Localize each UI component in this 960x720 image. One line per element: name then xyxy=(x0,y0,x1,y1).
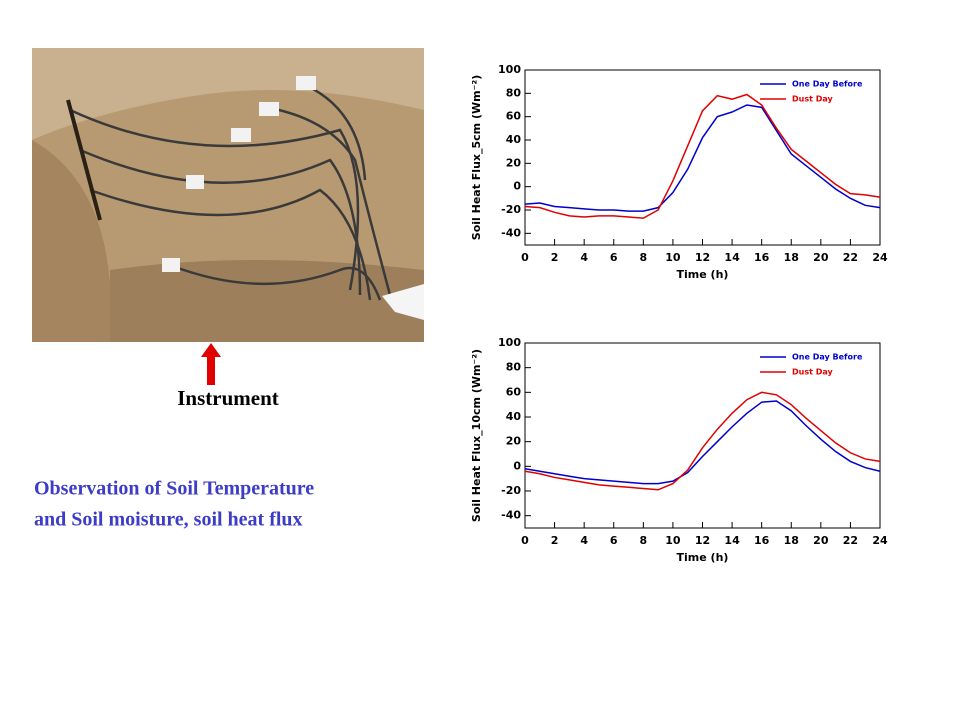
x-tick-label: 14 xyxy=(724,251,740,264)
y-tick-label: -20 xyxy=(501,203,521,216)
y-axis-label: Soil Heat Flux_10cm (Wm⁻²) xyxy=(470,349,483,522)
x-tick-label: 2 xyxy=(551,251,559,264)
legend-label: Dust Day xyxy=(792,368,834,377)
legend-label: Dust Day xyxy=(792,95,834,104)
arrow xyxy=(201,343,221,385)
y-axis-label: Soil Heat Flux_5cm (Wm⁻²) xyxy=(470,75,483,240)
y-tick-label: 100 xyxy=(498,63,521,76)
instrument-label: Instrument xyxy=(177,386,279,410)
legend-label: One Day Before xyxy=(792,353,863,362)
y-tick-label: 20 xyxy=(506,156,522,169)
x-tick-label: 6 xyxy=(610,251,618,264)
x-tick-label: 0 xyxy=(521,251,529,264)
x-tick-label: 16 xyxy=(754,534,770,547)
y-tick-label: 40 xyxy=(506,133,522,146)
caption: and Soil moisture, soil heat flux xyxy=(34,509,303,531)
y-tick-label: 20 xyxy=(506,435,522,448)
x-tick-label: 18 xyxy=(784,534,799,547)
x-tick-label: 10 xyxy=(665,251,681,264)
photo xyxy=(32,48,424,342)
x-tick-label: 12 xyxy=(695,534,710,547)
series-line xyxy=(524,93,881,219)
series-line xyxy=(524,400,881,485)
y-tick-label: 80 xyxy=(506,86,522,99)
y-tick-label: 80 xyxy=(506,361,522,374)
y-tick-label: 0 xyxy=(513,180,521,193)
y-tick-label: 60 xyxy=(506,385,522,398)
x-tick-label: 20 xyxy=(813,534,829,547)
x-tick-label: 24 xyxy=(872,251,888,264)
series-line xyxy=(524,104,881,212)
series-line xyxy=(524,391,881,491)
x-tick-label: 12 xyxy=(695,251,710,264)
y-tick-label: -40 xyxy=(501,226,521,239)
x-tick-label: 10 xyxy=(665,534,681,547)
x-tick-label: 14 xyxy=(724,534,740,547)
y-tick-label: 40 xyxy=(506,410,522,423)
x-tick-label: 20 xyxy=(813,251,829,264)
x-tick-label: 8 xyxy=(640,251,648,264)
x-tick-label: 22 xyxy=(843,251,858,264)
y-tick-label: 0 xyxy=(513,459,521,472)
y-tick-label: 100 xyxy=(498,336,521,349)
x-tick-label: 4 xyxy=(580,534,588,547)
x-tick-label: 22 xyxy=(843,534,858,547)
x-tick-label: 0 xyxy=(521,534,529,547)
x-axis-label: Time (h) xyxy=(677,551,729,564)
x-tick-label: 2 xyxy=(551,534,559,547)
x-tick-label: 16 xyxy=(754,251,770,264)
x-tick-label: 6 xyxy=(610,534,618,547)
x-tick-label: 18 xyxy=(784,251,799,264)
y-tick-label: 60 xyxy=(506,110,522,123)
x-axis-label: Time (h) xyxy=(677,268,729,281)
y-tick-label: -40 xyxy=(501,509,521,522)
legend-label: One Day Before xyxy=(792,80,863,89)
y-tick-label: -20 xyxy=(501,484,521,497)
caption: Observation of Soil Temperature xyxy=(34,478,314,500)
x-tick-label: 4 xyxy=(580,251,588,264)
x-tick-label: 24 xyxy=(872,534,888,547)
x-tick-label: 8 xyxy=(640,534,648,547)
